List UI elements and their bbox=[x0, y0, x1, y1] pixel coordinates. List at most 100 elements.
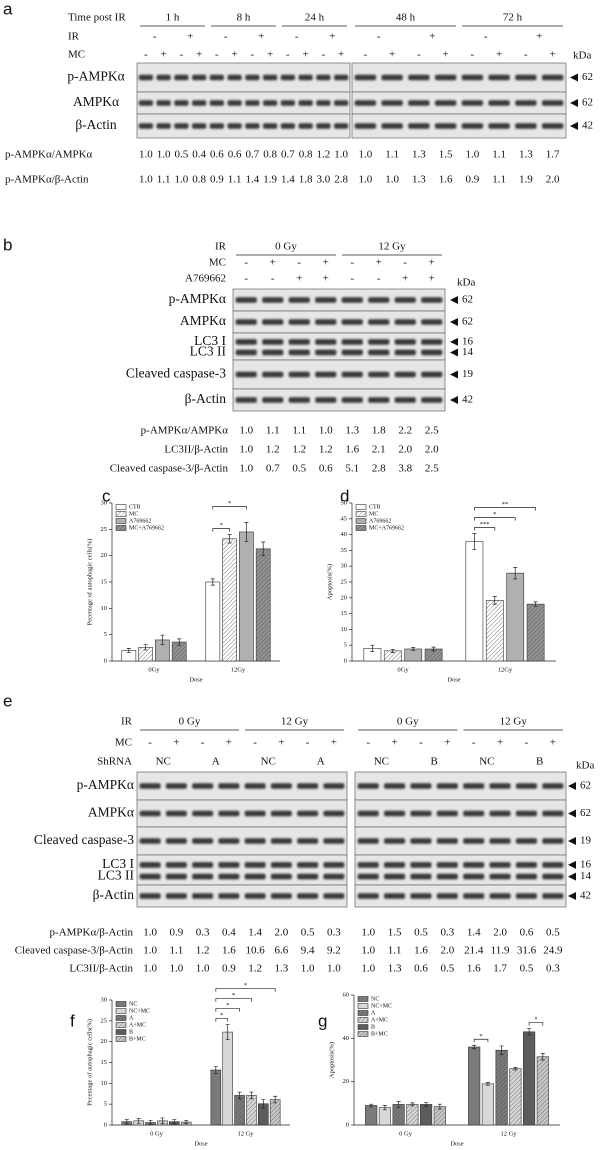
significance-label: * bbox=[226, 1002, 229, 1009]
bar-hatch bbox=[222, 538, 237, 661]
band bbox=[357, 783, 379, 789]
band bbox=[541, 100, 564, 106]
blot-name: LC3 II bbox=[190, 344, 227, 359]
x-axis-label: Dose bbox=[447, 676, 460, 683]
ratio-value: 0.6 bbox=[228, 149, 242, 161]
blot-name: AMPKα bbox=[180, 313, 226, 328]
band bbox=[394, 349, 416, 356]
header-cell: + bbox=[323, 257, 329, 269]
blot-name: Cleaved caspase-3 bbox=[34, 832, 134, 847]
legend-swatch bbox=[115, 1001, 127, 1007]
ratio-name: Cleaved caspase-3/β-Actin bbox=[110, 463, 229, 475]
band bbox=[218, 862, 240, 868]
band bbox=[515, 862, 537, 868]
band bbox=[235, 339, 257, 345]
bar-hatch bbox=[270, 1099, 281, 1125]
bar bbox=[205, 581, 221, 662]
band bbox=[384, 783, 406, 789]
band bbox=[192, 123, 207, 129]
band bbox=[463, 893, 485, 899]
band bbox=[421, 339, 443, 345]
band bbox=[488, 74, 510, 81]
header-name: A769662 bbox=[185, 273, 226, 285]
bar-hatch bbox=[384, 650, 402, 661]
band bbox=[192, 100, 207, 106]
header-cell: - bbox=[322, 49, 326, 61]
error-bar bbox=[396, 1101, 401, 1108]
header-cell: + bbox=[226, 737, 232, 749]
error-bar bbox=[160, 1117, 165, 1125]
ratio-value: 1.3 bbox=[275, 963, 289, 975]
y-tick-label: 5 bbox=[344, 642, 347, 649]
band bbox=[489, 783, 511, 789]
x-tick-label: 12Gy bbox=[231, 666, 246, 673]
band bbox=[368, 297, 390, 303]
error-bar bbox=[126, 648, 131, 653]
band bbox=[354, 74, 377, 81]
ratio-value: 0.5 bbox=[440, 963, 454, 975]
header-name: MC bbox=[68, 49, 85, 61]
header-name: MC bbox=[115, 737, 132, 749]
ratio-value: 2.0 bbox=[398, 444, 412, 456]
header-name: ShRNA bbox=[97, 756, 132, 768]
band bbox=[297, 810, 319, 817]
header-cell: A bbox=[317, 756, 325, 768]
band bbox=[384, 873, 406, 880]
kda-arrow bbox=[568, 872, 576, 881]
band bbox=[515, 123, 537, 129]
band bbox=[515, 893, 537, 899]
header-cell: + bbox=[496, 49, 502, 61]
band bbox=[192, 862, 214, 868]
band bbox=[410, 838, 432, 844]
band bbox=[323, 783, 345, 789]
error-bar bbox=[273, 1095, 278, 1104]
band bbox=[461, 74, 484, 81]
band bbox=[436, 873, 458, 880]
band bbox=[270, 810, 292, 817]
bar-hatch bbox=[138, 647, 153, 661]
x-tick-label: 0Gy bbox=[148, 666, 160, 673]
ratio-value: 0.8 bbox=[192, 174, 206, 186]
y-axis-label: Pecentage of autophagic cells(%) bbox=[86, 539, 93, 626]
header-cell: + bbox=[270, 257, 276, 269]
ratio-name: p-AMPKα/AMPKα bbox=[5, 149, 93, 161]
band bbox=[270, 873, 292, 880]
ratio-value: 1.6 bbox=[439, 174, 453, 186]
ratio-value: 0.8 bbox=[299, 149, 313, 161]
band bbox=[434, 74, 457, 81]
ratio-value: 1.0 bbox=[361, 927, 375, 939]
band bbox=[515, 100, 537, 106]
bar bbox=[506, 572, 525, 662]
band bbox=[357, 838, 379, 844]
ratio-value: 31.6 bbox=[517, 945, 537, 957]
blot-name: p-AMPKα bbox=[67, 69, 124, 84]
ratio-value: 1.8 bbox=[299, 174, 313, 186]
error-bar bbox=[513, 567, 518, 580]
significance-bracket bbox=[473, 1038, 489, 1043]
ratio-value: 0.5 bbox=[546, 927, 560, 939]
ratio-value: 1.3 bbox=[519, 149, 533, 161]
error-bar bbox=[485, 1082, 490, 1086]
band bbox=[315, 371, 337, 378]
band bbox=[421, 371, 443, 378]
ratio-value: 1.1 bbox=[388, 945, 402, 957]
header-cell: - bbox=[251, 49, 255, 61]
band bbox=[262, 349, 284, 356]
legend-label: NC bbox=[129, 1001, 137, 1007]
band bbox=[139, 810, 161, 817]
band bbox=[298, 74, 313, 81]
ratio-value: 2.1 bbox=[372, 444, 386, 456]
error-bar bbox=[492, 596, 497, 605]
ratio-name: LC3II/β-Actin bbox=[69, 963, 133, 975]
y-tick-label: 5 bbox=[104, 1101, 107, 1108]
error-bar bbox=[424, 1102, 429, 1107]
band bbox=[245, 123, 260, 129]
band bbox=[436, 783, 458, 789]
ratio-value: 2.0 bbox=[275, 927, 289, 939]
band bbox=[542, 783, 564, 789]
bar-hatch bbox=[425, 648, 443, 661]
membrane bbox=[232, 332, 446, 361]
header-cell: 0 Gy bbox=[179, 716, 201, 728]
band bbox=[139, 783, 161, 789]
